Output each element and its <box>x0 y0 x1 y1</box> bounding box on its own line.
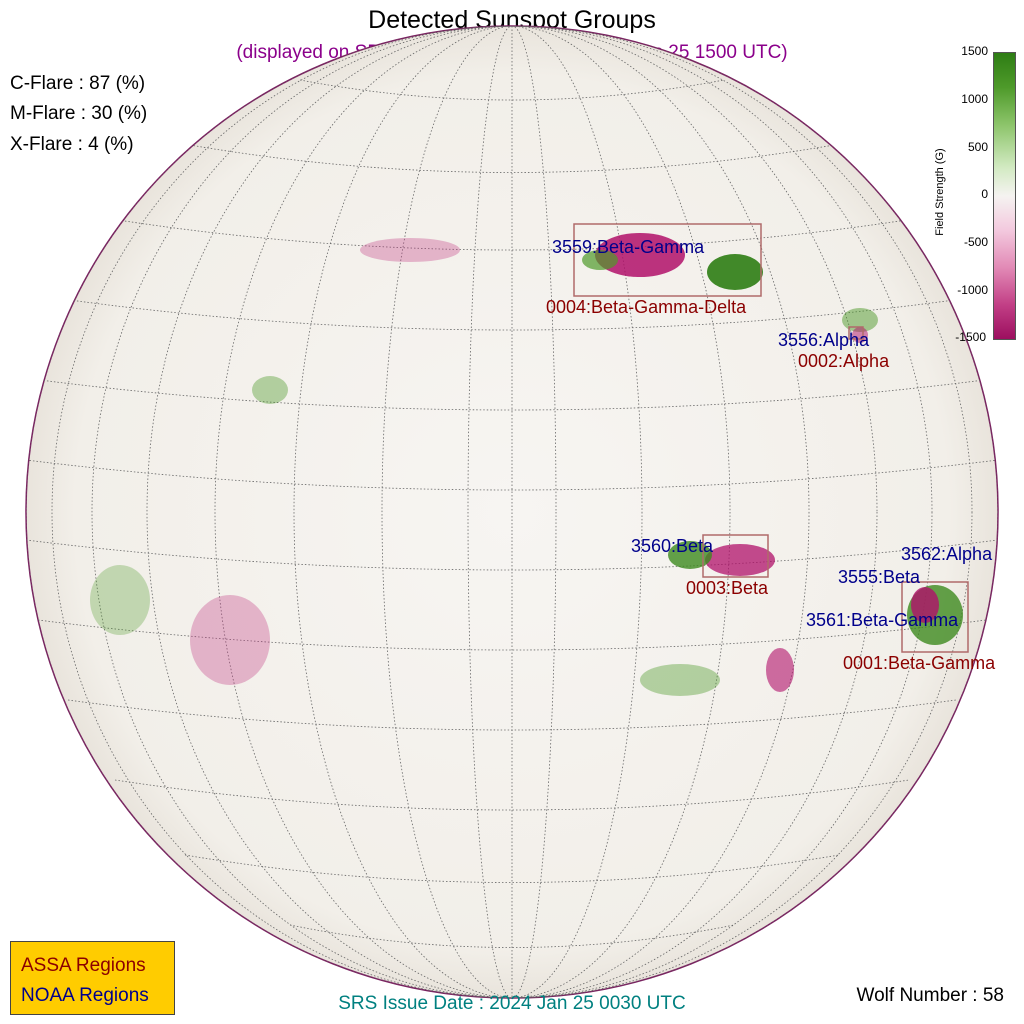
wolf-number: Wolf Number : 58 <box>856 985 1004 1006</box>
colorbar-tick: -1500 <box>955 330 986 344</box>
colorbar-label: Field Strength (G) <box>934 148 946 236</box>
heliographic-grid <box>26 26 998 998</box>
colorbar-tick: 0 <box>981 187 988 201</box>
srs-issue-date: SRS Issue Date : 2024 Jan 25 0030 UTC <box>338 993 686 1014</box>
colorbar-tick: -500 <box>963 235 988 249</box>
region-label-noaa-3559: 3559:Beta-Gamma <box>552 237 705 257</box>
magnetic-field-patches <box>90 233 963 696</box>
colorbar-tick: 1000 <box>961 92 988 106</box>
region-label-assa-0001: 0001:Beta-Gamma <box>843 653 996 673</box>
c-flare-probability: C-Flare : 87 (%) <box>10 73 146 94</box>
colorbar-tick: 500 <box>967 140 988 154</box>
colorbar-tick: 1500 <box>961 44 988 58</box>
region-label-noaa-3560: 3560:Beta <box>631 536 714 556</box>
region-box-0003 <box>702 534 769 578</box>
region-label-noaa-3562: 3562:Alpha <box>901 544 993 564</box>
region-label-assa-0002: 0002:Alpha <box>798 351 890 371</box>
region-label-assa-0003: 0003:Beta <box>686 578 769 598</box>
field-strength-colorbar <box>993 52 1016 340</box>
legend-assa-regions: ASSA Regions <box>21 955 146 976</box>
legend-noaa-regions: NOAA Regions <box>21 985 149 1006</box>
region-box-0001 <box>901 581 969 653</box>
region-label-noaa-3556: 3556:Alpha <box>778 330 870 350</box>
m-flare-probability: M-Flare : 30 (%) <box>10 103 148 124</box>
region-boxes <box>573 223 969 653</box>
region-legend: ASSA Regions NOAA Regions <box>10 941 175 1015</box>
region-label-noaa-3555: 3555:Beta <box>838 567 921 587</box>
region-label-assa-0004: 0004:Beta-Gamma-Delta <box>546 297 747 317</box>
region-label-noaa-3561: 3561:Beta-Gamma <box>806 610 959 630</box>
colorbar-tick: -1000 <box>957 283 988 297</box>
region-box-0002 <box>848 326 864 340</box>
x-flare-probability: X-Flare : 4 (%) <box>10 134 134 155</box>
region-box-0004 <box>573 223 762 297</box>
